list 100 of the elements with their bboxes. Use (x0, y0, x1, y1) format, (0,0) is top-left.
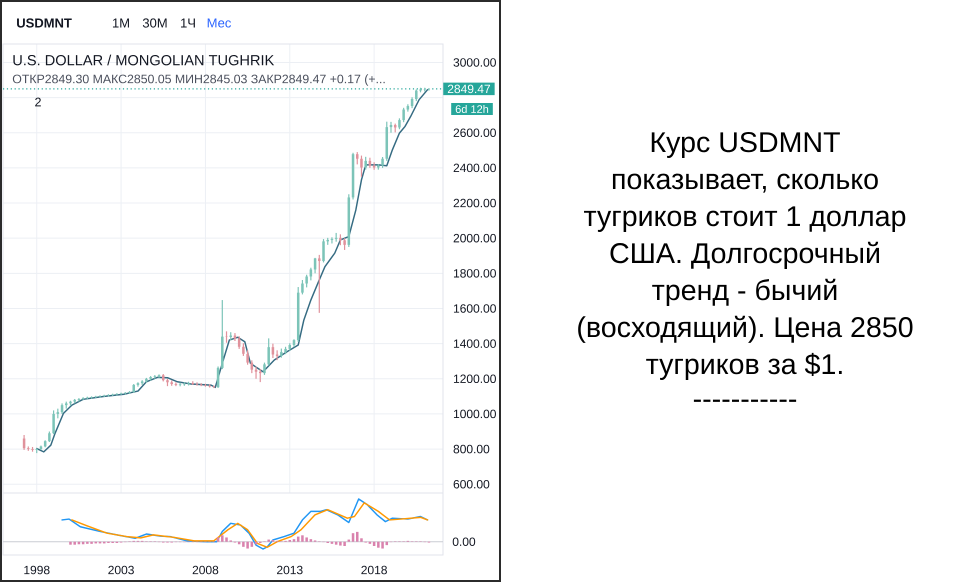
candlestick (368, 157, 372, 168)
bar (296, 536, 300, 542)
x-tick-label: 1998 (24, 566, 50, 574)
candlestick (229, 332, 232, 342)
y-tick-label: 800.00 (454, 444, 490, 454)
candlestick (35, 448, 38, 454)
y-tick-label: 3000.00 (454, 58, 496, 67)
x-tick-label: 2018 (361, 566, 387, 574)
y-tick-label: 1600.00 (454, 304, 496, 313)
candlestick (318, 254, 321, 314)
text: USDMNT (17, 18, 72, 28)
annotation: 2 (35, 98, 41, 106)
candlestick (242, 342, 245, 357)
bar (305, 537, 308, 542)
candlestick (56, 408, 60, 419)
candlestick (356, 151, 359, 165)
text: 6d 12h (456, 104, 488, 114)
bar (310, 539, 312, 542)
line-series (36, 88, 428, 453)
bar (372, 542, 376, 546)
candlestick (250, 360, 254, 374)
candlestick (364, 156, 367, 170)
bar (242, 542, 245, 547)
candlestick (192, 380, 194, 386)
candlestick (398, 118, 401, 130)
y-tick-label: 600.00 (454, 480, 490, 488)
candlestick (225, 330, 228, 344)
bar (73, 542, 76, 545)
bar (221, 535, 224, 542)
candlestick (86, 396, 89, 400)
y-tick-label: 2000.00 (454, 234, 496, 242)
y-tick-label: 2600.00 (454, 128, 496, 137)
text: Мес (208, 18, 232, 28)
candlestick (339, 234, 342, 246)
ref-line-label: 2849.47 (448, 84, 490, 94)
candlestick (394, 123, 396, 133)
candlestick (27, 446, 30, 452)
x-tick-label: 2013 (277, 566, 303, 574)
text: 30М (142, 18, 167, 28)
bar (246, 542, 249, 549)
candlestick (272, 343, 274, 359)
y-tick-label: 1400.00 (454, 339, 496, 348)
candlestick (310, 267, 312, 281)
candlestick (48, 430, 51, 443)
candlestick (111, 393, 114, 397)
y-tick-label: 1200.00 (454, 374, 496, 384)
bar (82, 542, 84, 544)
candlestick (314, 257, 316, 274)
candlestick (423, 87, 426, 92)
candlestick (381, 156, 384, 168)
text: ОТКР2849.30 МАКС2850.05 МИН2845.03 ЗАКР2849.47 +0.17 (+... (12, 74, 385, 86)
bar (356, 532, 359, 542)
bar (238, 542, 240, 544)
candlestick (52, 410, 55, 435)
bar (334, 542, 338, 545)
x-tick-label: 2003 (108, 566, 134, 574)
candlestick (267, 338, 270, 366)
bar (250, 542, 254, 547)
candlestick (402, 107, 405, 123)
bar (292, 539, 296, 542)
x-tick-label: 2008 (192, 566, 218, 574)
bar (69, 542, 72, 545)
candlestick (343, 238, 346, 251)
candlestick (322, 238, 325, 264)
candlestick (415, 88, 418, 102)
bar (78, 542, 80, 544)
text: 1Ч (181, 18, 195, 28)
y-tick-label: 1800.00 (454, 269, 496, 278)
text: U.S. DOLLAR / MONGOLIAN TUGHRIK (13, 54, 274, 66)
candlestick (22, 434, 26, 451)
y-tick-label: 2400.00 (454, 164, 496, 172)
candlestick (263, 362, 266, 376)
bar (352, 533, 354, 542)
text: ----------- (694, 400, 796, 402)
candlestick (334, 232, 338, 242)
candlestick (216, 366, 220, 389)
candlestick (60, 402, 64, 415)
candlestick (280, 348, 283, 358)
bar (301, 535, 304, 542)
candlestick (258, 368, 262, 383)
y-tick-label: 2200.00 (454, 198, 496, 208)
candlestick (276, 350, 278, 361)
bar (339, 542, 342, 546)
bar (381, 542, 384, 549)
candlestick (254, 366, 258, 380)
bar (216, 537, 220, 542)
bar (386, 542, 388, 546)
candlestick (326, 237, 329, 246)
y-tick-label: 1000.00 (454, 410, 496, 418)
text: 1М (112, 18, 129, 28)
text: Курс USDMNT показывает, сколько тугриков стоит 1 доллар США. Долгосрочный тренд - бычий (восходящий). Цена 2850 тугриков за $1. (578, 132, 913, 380)
candlestick (246, 350, 249, 366)
candlestick (124, 392, 127, 396)
candlestick (390, 121, 392, 134)
candlestick (301, 279, 304, 296)
bar (377, 542, 380, 548)
candlestick (238, 336, 240, 350)
candlestick (410, 96, 414, 109)
bar (254, 542, 258, 544)
candlestick (305, 274, 308, 288)
